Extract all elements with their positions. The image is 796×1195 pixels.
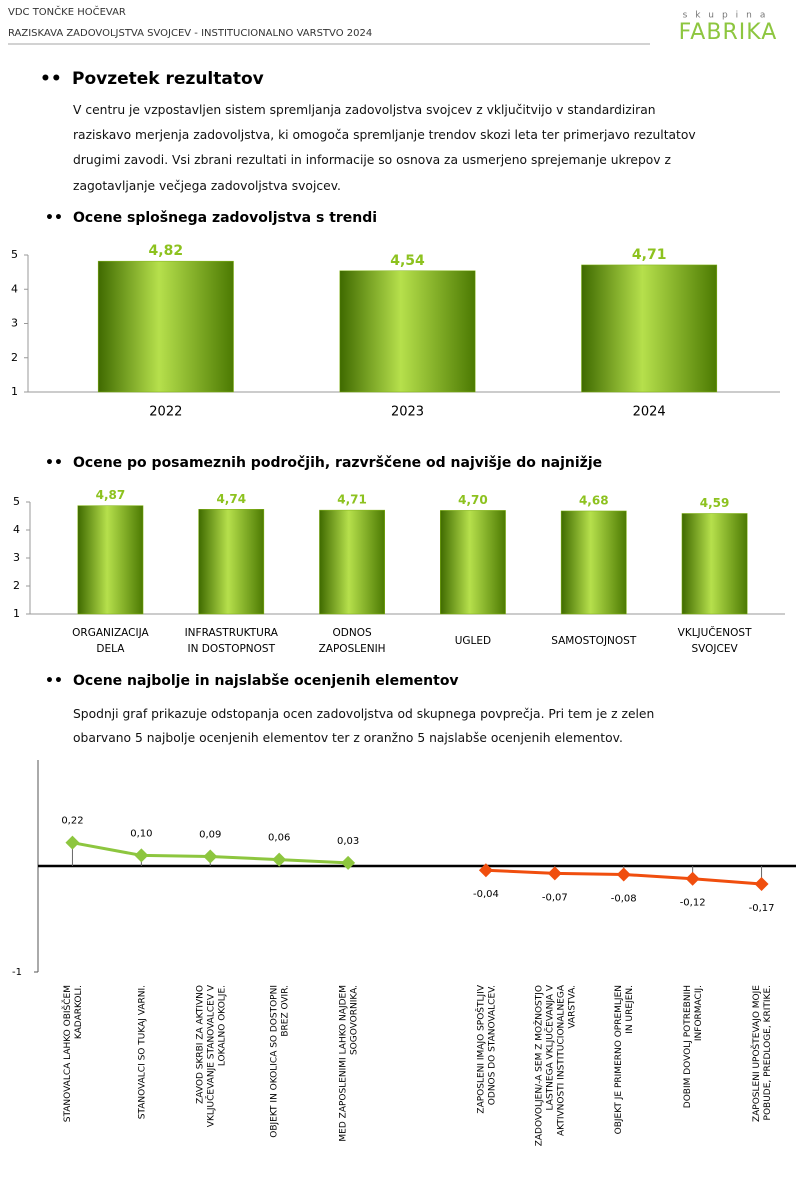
value-label: -0,07 <box>542 892 568 903</box>
x-tick-label: ZAPOSLENI UPOŠTEVAJO MOJEPOBUDE, PREDLOG… <box>750 985 773 1122</box>
paragraph-line: Spodnji graf prikazuje odstopanja ocen z… <box>73 707 655 721</box>
bullet: •• <box>45 455 63 471</box>
x-tick-label: ORGANIZACIJA DELA <box>72 627 149 655</box>
x-tick-label: SAMOSTOJNOST <box>551 635 637 647</box>
chart-title: Ocene po posameznih področjih, razvrščen… <box>73 455 602 471</box>
value-label: 4,74 <box>216 492 246 506</box>
bar <box>77 505 144 615</box>
value-label: 0,03 <box>337 836 359 847</box>
value-label: 0,10 <box>130 828 152 839</box>
x-tick-label: STANOVALCA LAHKO OBIŠČEMKADARKOLI. <box>60 985 83 1122</box>
y-tick-label: 1 <box>13 607 20 620</box>
value-label: 4,68 <box>579 493 609 507</box>
y-tick-label: 2 <box>13 579 20 592</box>
bar <box>581 264 718 393</box>
x-tick-label: DOBIM DOVOLJ POTREBNIHINFORMACIJ. <box>683 985 704 1108</box>
value-label: 0,22 <box>61 816 83 827</box>
x-tick-label: OBJEKT IN OKOLICA SO DOSTOPNIBREZ OVIR. <box>269 985 290 1138</box>
value-label: 4,59 <box>700 496 730 510</box>
x-tick-label: ZAPOSLENI IMAJO SPOŠTLJIVODNOS DO STANOV… <box>474 984 497 1113</box>
x-tick-label: ODNOS ZAPOSLENIH <box>319 627 386 655</box>
y-tick-label: 5 <box>13 495 20 508</box>
value-label: 4,71 <box>632 247 667 263</box>
marker <box>547 866 562 881</box>
x-tick-label: STANOVALCI SO TUKAJ VARNI. <box>137 985 147 1119</box>
value-label: 4,71 <box>337 493 367 507</box>
value-label: -0,17 <box>749 903 775 914</box>
bar <box>97 260 234 393</box>
marker <box>203 849 218 864</box>
bar <box>198 509 265 615</box>
bar <box>681 513 748 615</box>
x-tick-label: ZADOVOLJEN/-A SEM Z MOŽNOSTJOLASTNEGA VK… <box>532 984 577 1146</box>
x-tick-label: 2024 <box>633 405 666 420</box>
y-tick-label: 1 <box>11 385 18 398</box>
marker <box>134 848 149 863</box>
x-tick-label: ZAVOD SKRBI ZA AKTIVNOVKLJUČEVANJE STANO… <box>195 984 227 1127</box>
bullet: •• <box>45 673 63 689</box>
chart-title: Ocene najbolje in najslabše ocenjenih el… <box>73 673 459 689</box>
x-tick-label: 2022 <box>149 405 182 420</box>
paragraph-line: raziskavo merjenja zadovoljstva, ki omog… <box>73 128 696 142</box>
x-tick-label: MED ZAPOSLENIMI LAHKO NAJDEMSOGOVORNIKA. <box>338 985 359 1142</box>
y-tick-label: 3 <box>13 551 20 564</box>
chart-title: Ocene splošnega zadovoljstva s trendi <box>73 210 377 226</box>
x-tick-label: 2023 <box>391 405 424 420</box>
marker <box>685 871 700 886</box>
marker <box>754 877 769 892</box>
y-tick-label: 5 <box>11 248 18 261</box>
value-label: 4,82 <box>149 243 184 259</box>
bar <box>440 510 506 615</box>
marker <box>341 855 356 870</box>
y-tick-label: -1 <box>12 967 22 978</box>
paragraph-line: obarvano 5 najbolje ocenjenih elementov … <box>73 731 623 745</box>
x-tick-label: UGLED <box>455 635 491 647</box>
bullet: •• <box>40 69 62 89</box>
value-label: 0,06 <box>268 833 290 844</box>
marker <box>478 863 493 878</box>
value-label: 4,87 <box>96 488 126 502</box>
logo: FABRIKA <box>679 20 778 45</box>
x-tick-label: OBJEKT JE PRIMERNO OPREMLJENIN UREJEN. <box>614 985 635 1134</box>
x-tick-label: VKLJUČENOST SVOJCEV <box>678 626 752 655</box>
y-tick-label: 2 <box>11 351 18 364</box>
marker <box>616 867 631 882</box>
y-tick-label: 3 <box>11 317 18 330</box>
bar <box>560 510 627 615</box>
marker <box>272 852 287 867</box>
value-label: 4,70 <box>458 493 488 507</box>
paragraph-line: drugimi zavodi. Vsi zbrani rezultati in … <box>73 153 671 167</box>
value-label: 4,54 <box>390 253 425 269</box>
header-survey: RAZISKAVA ZADOVOLJSTVA SVOJCEV - INSTITU… <box>8 28 372 39</box>
section-title: Povzetek rezultatov <box>72 69 264 89</box>
logo-top: skupina <box>683 11 774 21</box>
marker <box>65 835 80 850</box>
paragraph-line: V centru je vzpostavljen sistem spremlja… <box>73 103 656 117</box>
header-org: VDC TONČKE HOČEVAR <box>8 5 126 18</box>
y-tick-label: 4 <box>13 523 20 536</box>
bar <box>319 509 385 615</box>
y-tick-label: 4 <box>11 282 18 295</box>
x-tick-label: INFRASTRUKTURA IN DOSTOPNOST <box>185 627 279 655</box>
value-label: -0,12 <box>680 898 706 909</box>
value-label: -0,08 <box>611 893 637 904</box>
paragraph-line: zagotavljanje večjega zadovoljstva svojc… <box>73 179 341 193</box>
value-label: 0,09 <box>199 829 221 840</box>
bar <box>339 270 476 393</box>
bullet: •• <box>45 210 63 226</box>
value-label: -0,04 <box>473 889 499 900</box>
